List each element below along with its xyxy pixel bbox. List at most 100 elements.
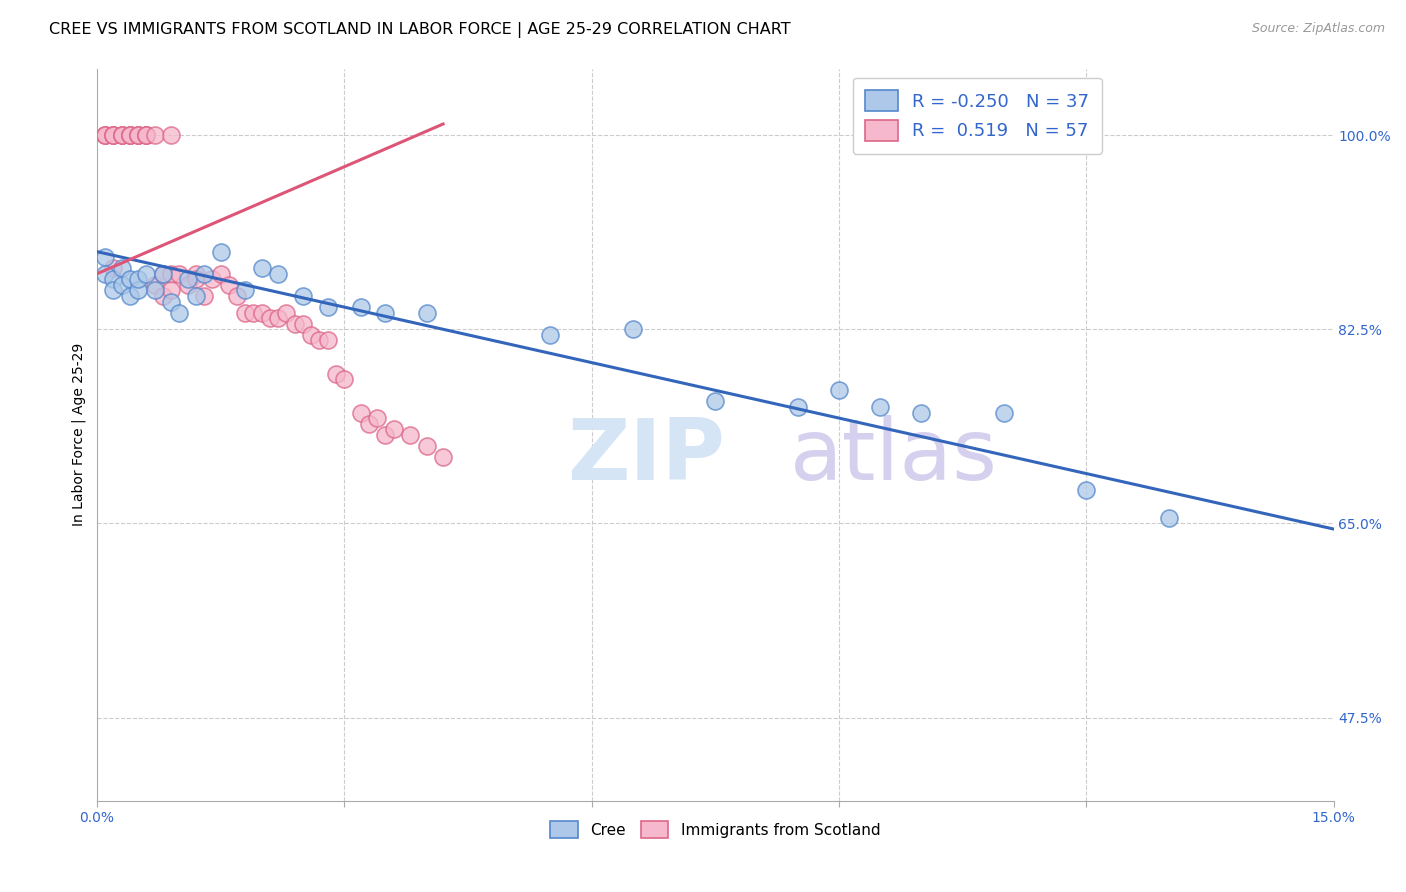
Point [193,267,215,281]
Point [127,128,149,142]
Point [291,317,314,331]
Point [135,128,157,142]
Point [399,427,422,442]
Point [382,422,405,436]
Point [176,272,198,286]
Point [118,128,141,142]
Text: Source: ZipAtlas.com: Source: ZipAtlas.com [1251,22,1385,36]
Point [184,289,207,303]
Text: CREE VS IMMIGRANTS FROM SCOTLAND IN LABOR FORCE | AGE 25-29 CORRELATION CHART: CREE VS IMMIGRANTS FROM SCOTLAND IN LABO… [49,22,790,38]
Point [152,267,174,281]
Point [160,294,183,309]
Point [538,327,561,342]
Point [1157,511,1180,525]
Point [316,300,339,314]
Point [127,128,149,142]
Point [1076,128,1098,142]
Point [910,405,932,419]
Point [786,400,808,414]
Point [201,272,224,286]
Point [103,128,125,142]
Point [169,267,191,281]
Point [993,405,1015,419]
Point [621,322,644,336]
Point [267,267,290,281]
Point [118,128,141,142]
Point [176,277,198,292]
Point [366,411,388,425]
Point [432,450,454,464]
Point [94,128,117,142]
Point [250,261,273,276]
Point [160,284,183,298]
Point [325,367,347,381]
Point [103,128,125,142]
Point [184,272,207,286]
Point [110,128,132,142]
Point [152,289,174,303]
Point [374,305,396,319]
Point [242,305,264,319]
Point [250,305,273,319]
Point [118,128,141,142]
Point [233,284,256,298]
Point [152,267,174,281]
Point [143,284,166,298]
Point [193,289,215,303]
Point [415,305,437,319]
Point [350,405,373,419]
Point [226,289,249,303]
Point [350,300,373,314]
Point [127,128,149,142]
Point [284,317,307,331]
Point [299,327,322,342]
Y-axis label: In Labor Force | Age 25-29: In Labor Force | Age 25-29 [72,343,86,526]
Point [135,128,157,142]
Point [110,128,132,142]
Legend: Cree, Immigrants from Scotland: Cree, Immigrants from Scotland [544,814,886,845]
Point [704,394,727,409]
Point [110,261,132,276]
Point [333,372,356,386]
Point [118,272,141,286]
Point [1076,483,1098,498]
Point [828,384,851,398]
Point [267,311,290,326]
Point [110,128,132,142]
Point [103,272,125,286]
Point [103,261,125,276]
Point [135,128,157,142]
Point [160,128,183,142]
Point [291,289,314,303]
Point [169,305,191,319]
Point [94,128,117,142]
Point [143,128,166,142]
Point [276,305,298,319]
Point [233,305,256,319]
Point [218,277,240,292]
Point [209,244,232,259]
Point [110,277,132,292]
Point [415,439,437,453]
Point [308,334,330,348]
Text: ZIP: ZIP [567,415,724,498]
Text: atlas: atlas [789,415,997,498]
Point [103,128,125,142]
Point [94,250,117,264]
Point [103,284,125,298]
Point [160,267,183,281]
Point [127,272,149,286]
Point [135,267,157,281]
Point [118,289,141,303]
Point [869,400,891,414]
Point [143,277,166,292]
Point [127,284,149,298]
Point [184,267,207,281]
Point [259,311,281,326]
Point [316,334,339,348]
Point [94,128,117,142]
Point [94,267,117,281]
Point [374,427,396,442]
Point [357,417,380,431]
Point [209,267,232,281]
